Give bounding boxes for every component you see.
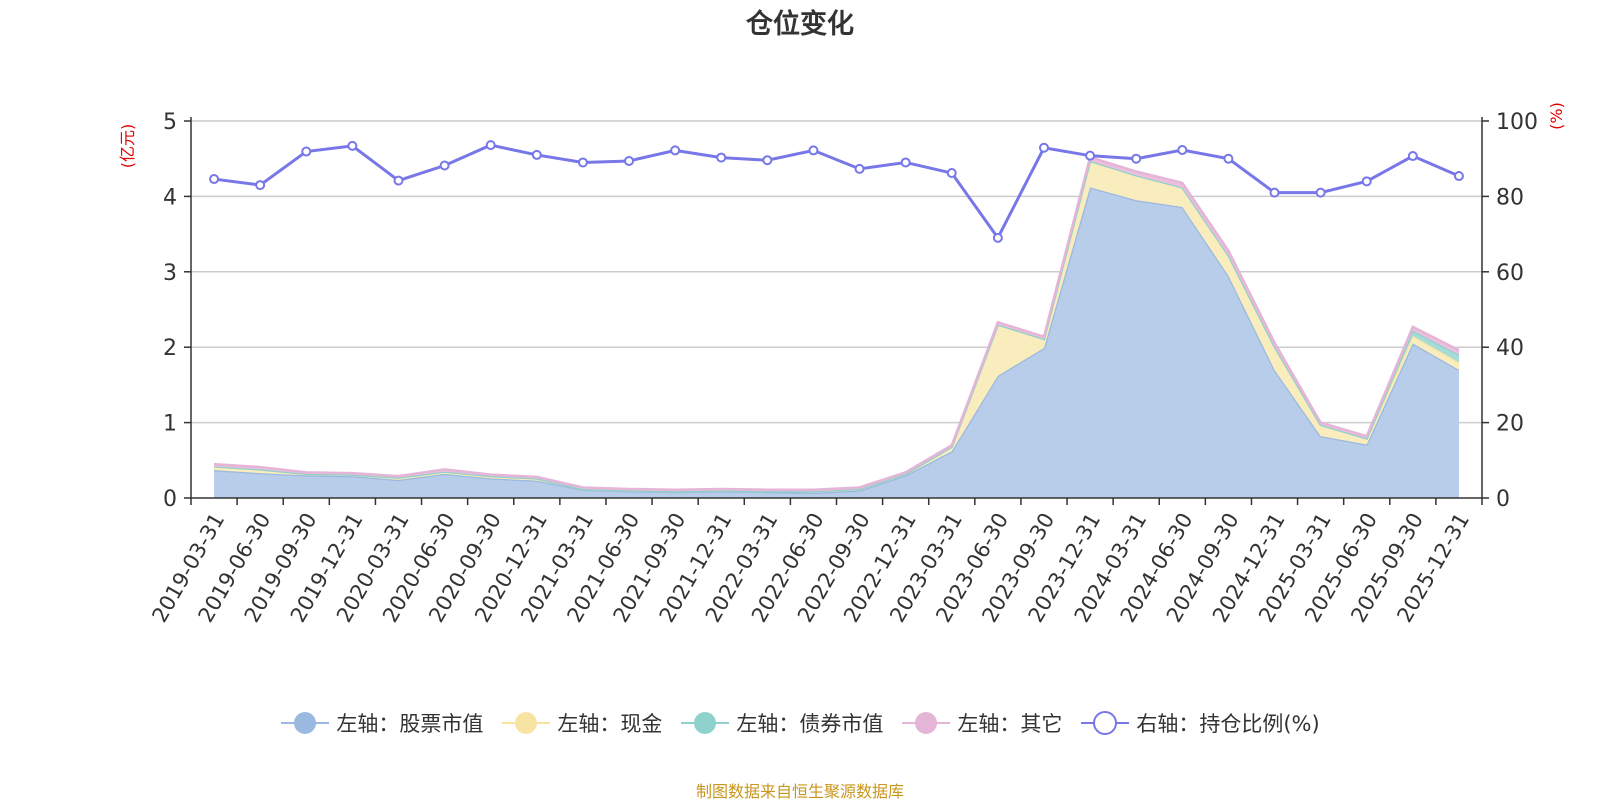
ratio-point [670,145,681,156]
holding-ratio-line [209,140,1464,243]
y-right-tick-label: 0 [1496,487,1510,512]
y-right-tick-label: 20 [1496,412,1524,437]
ratio-point [393,175,404,186]
legend-swatch-stock [281,712,330,734]
ratio-point [1131,153,1142,164]
ratio-point [762,155,773,166]
y-right-tick-label: 80 [1496,185,1524,210]
ratio-point [1269,187,1280,198]
ratio-point [439,160,450,171]
legend-label-other: 左轴：其它 [957,712,1063,736]
ratio-point [1223,153,1234,164]
legend-label-stock: 左轴：股票市值 [336,712,484,736]
ratio-point [485,140,496,151]
ratio-point [808,145,819,156]
legend-item-bond[interactable]: 左轴：债券市值 [680,708,883,738]
chart-title: 仓位变化 [745,8,854,40]
legend-swatch-other [902,712,951,734]
y-right-axis-label: (%) [1547,102,1566,130]
ratio-line-path [213,143,1460,241]
legend: 左轴：股票市值 左轴：现金 左轴：债券市值 左轴：其它 右轴：持仓比例(%) [0,708,1600,738]
y-right-tick-label: 100 [1496,110,1538,135]
ratio-point [624,155,635,166]
ratio-point [716,152,727,163]
ratio-point [1407,151,1418,162]
legend-item-other[interactable]: 左轴：其它 [901,708,1062,738]
ratio-point [531,149,542,160]
ratio-point [255,180,266,191]
legend-item-stock[interactable]: 左轴：股票市值 [280,708,483,738]
source-note: 制图数据来自恒生聚源数据库 [695,782,904,801]
legend-label-cash: 左轴：现金 [557,712,663,736]
ratio-point [1085,150,1096,161]
y-left-tick-label: 5 [163,110,177,135]
y-right-tick-label: 60 [1496,261,1524,286]
y-right-tick-label: 40 [1496,336,1524,361]
ratio-point [1315,187,1326,198]
y-left-tick-label: 2 [163,336,177,361]
legend-swatch-cash [502,712,551,734]
ratio-point [209,174,220,185]
legend-swatch-ratio [1081,711,1130,735]
ratio-point [854,163,865,174]
ratio-point [1177,145,1188,156]
y-left-tick-label: 3 [163,261,177,286]
y-left-tick-label: 1 [163,412,177,437]
ratio-point [347,140,358,151]
ratio-point [900,157,911,168]
ratio-point [1453,171,1464,182]
area-series-0 [214,187,1459,498]
axes: 0123450204060801002019-03-312019-06-3020… [147,110,1538,626]
legend-item-cash[interactable]: 左轴：现金 [501,708,662,738]
legend-label-bond: 左轴：债券市值 [736,712,884,736]
area-edge-series-3 [213,155,1460,491]
ratio-point [946,168,957,179]
ratio-point [1361,176,1372,187]
legend-label-ratio: 右轴：持仓比例(%) [1136,712,1320,736]
ratio-point [301,146,312,157]
ratio-point [992,232,1003,243]
ratio-point [577,157,588,168]
legend-swatch-bond [681,712,730,734]
y-left-tick-label: 4 [163,185,177,210]
y-left-axis-label: (亿元) [118,124,137,169]
y-left-tick-label: 0 [163,487,177,512]
stacked-areas [213,155,1460,498]
legend-item-ratio[interactable]: 右轴：持仓比例(%) [1080,708,1320,738]
ratio-point [1038,142,1049,153]
